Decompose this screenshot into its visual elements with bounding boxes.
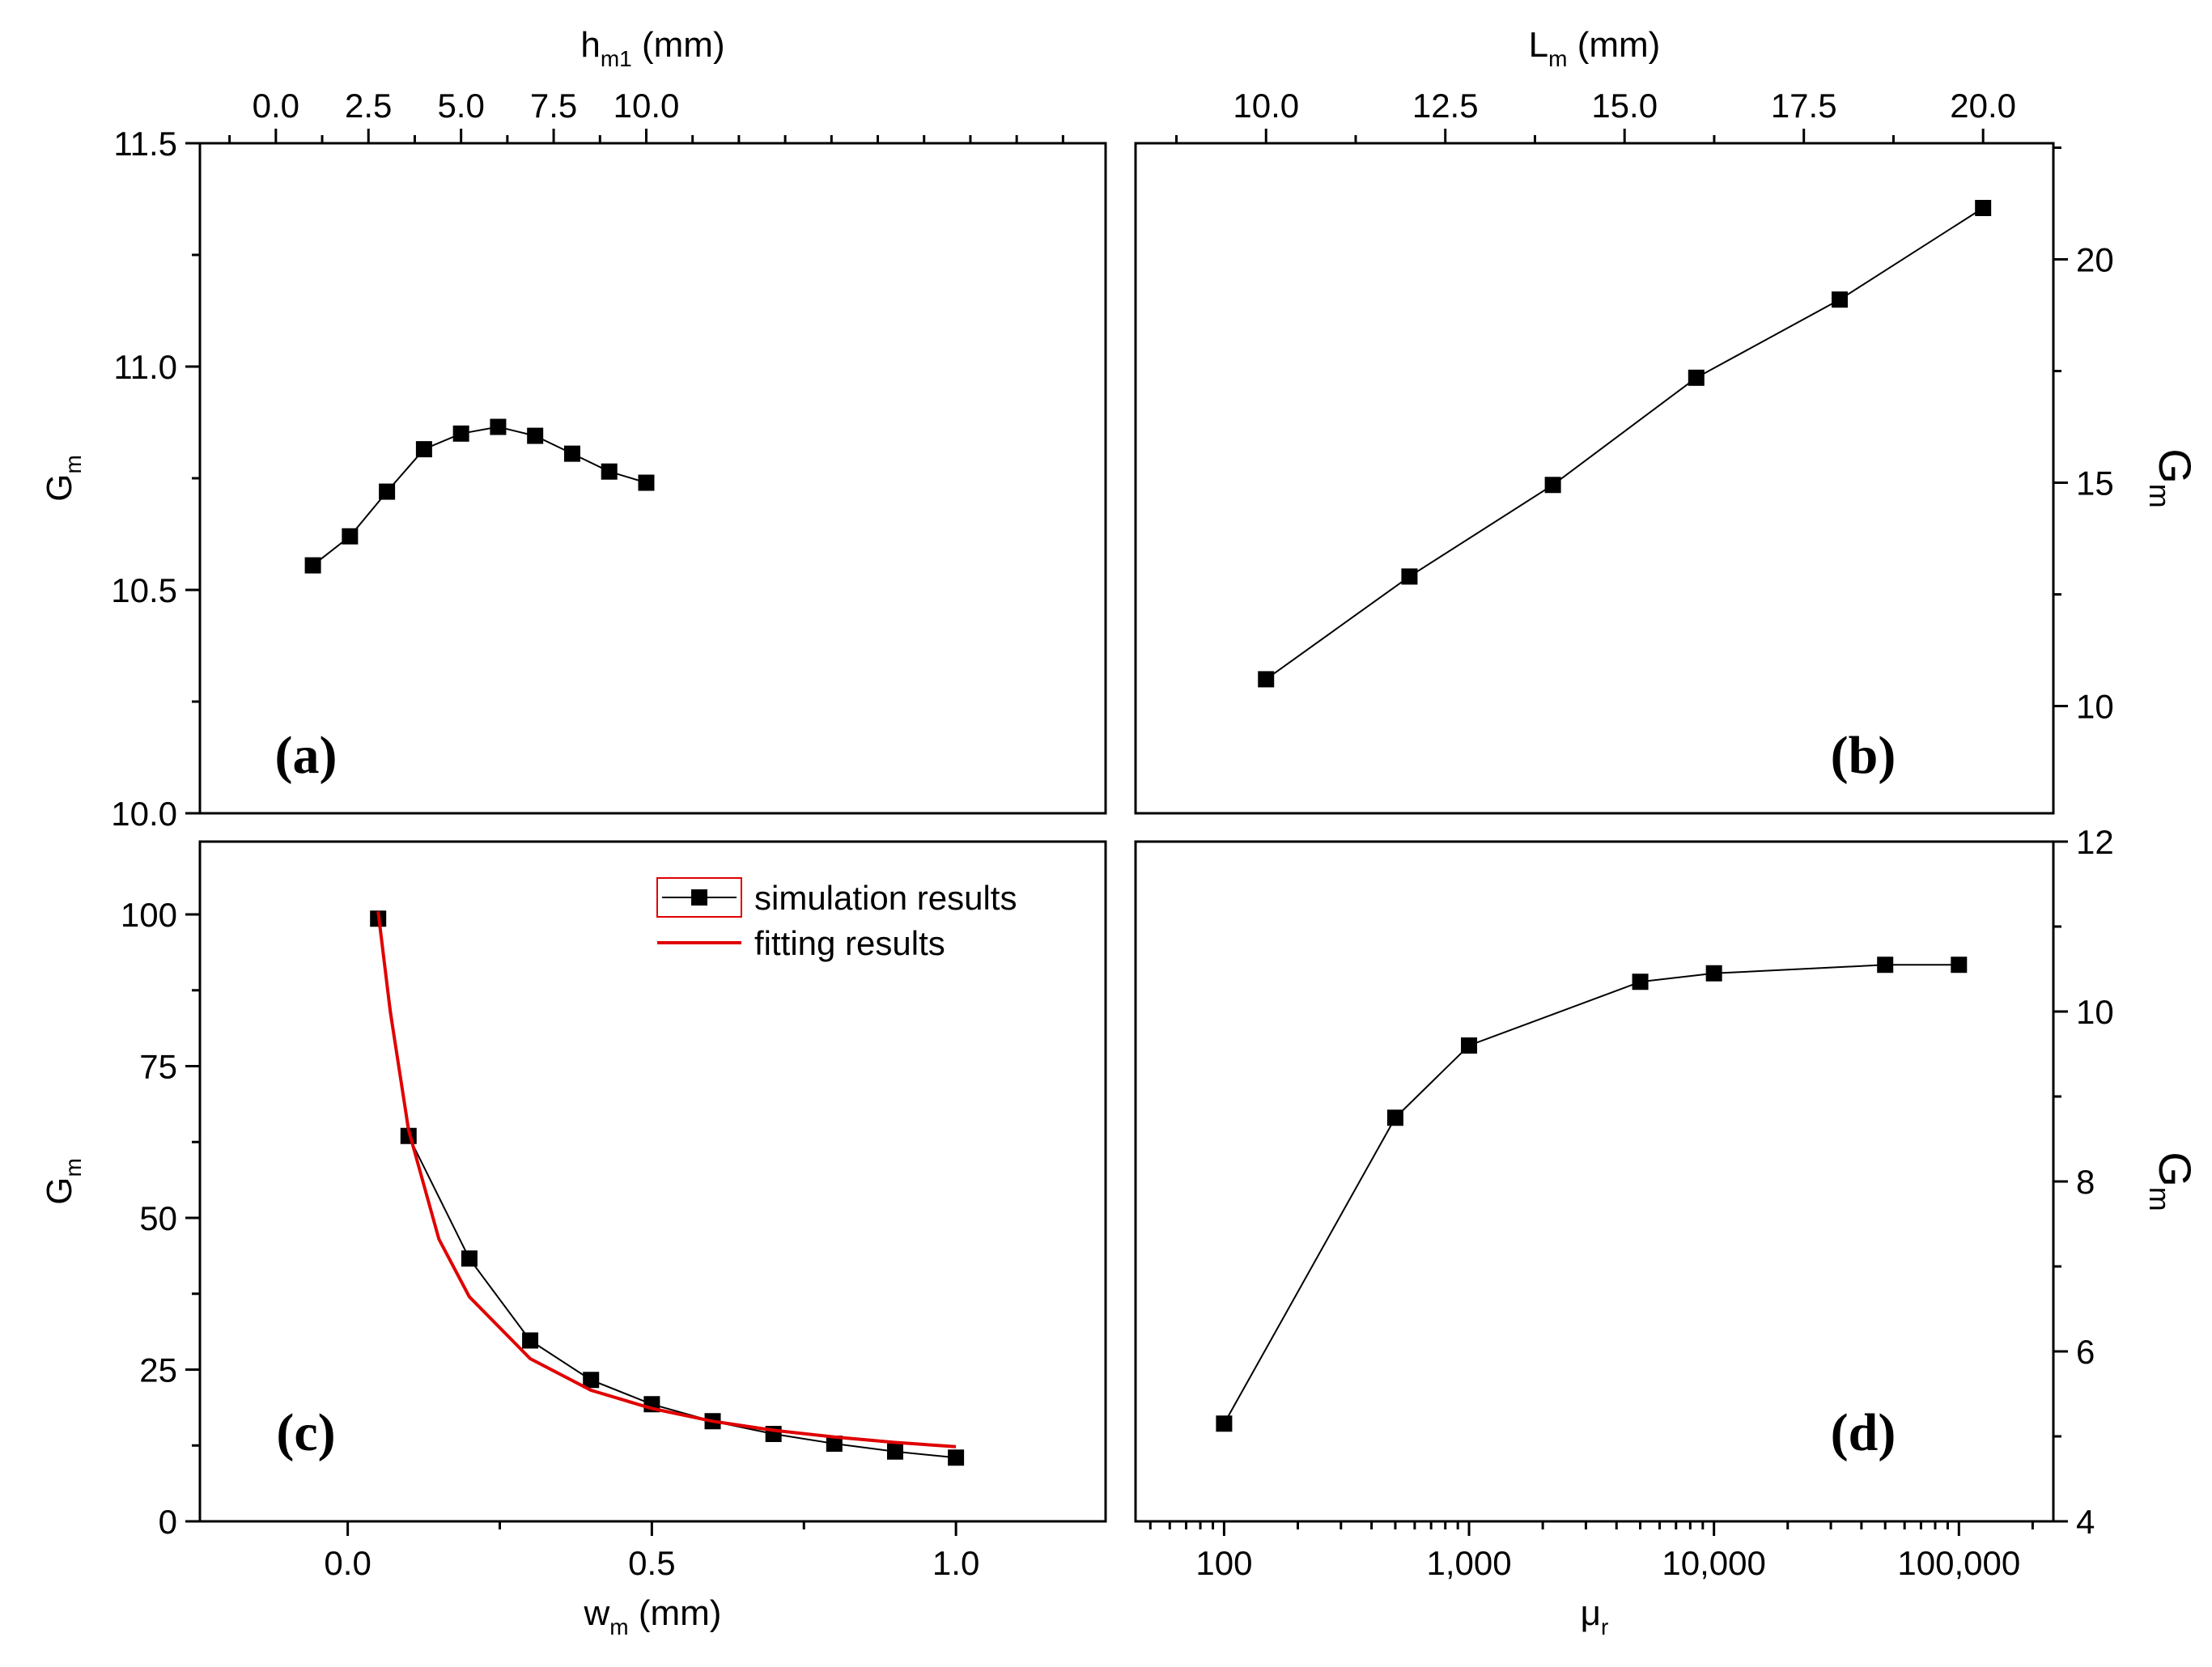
panel-label: (d) [1831,1403,1896,1462]
data-point-marker [1258,671,1275,688]
y-axis-title: Gm [2143,448,2201,508]
panel-label: (b) [1831,726,1896,785]
legend-label-fitting: fitting results [754,924,945,962]
data-point-marker [1975,200,1992,217]
y-tick-label: 25 [139,1351,177,1389]
panel-d: 100 1,000 10,000 100,000 4 6 8 10 12 μr Gm (d) [1134,823,2201,1639]
panel-b: 10.0 12.5 15.0 17.5 20.0 10 15 20 Lm (mm) Gm (b) [1134,25,2201,815]
x-tick-label: 0.5 [628,1544,675,1582]
y-tick-label: 0 [159,1503,177,1541]
y-tick-label: 12 [2076,823,2114,861]
panel-label: (c) [276,1403,335,1462]
x-tick-label: 12.5 [1412,87,1479,125]
y-tick-label: 50 [139,1199,177,1237]
data-point-marker [379,483,396,500]
x-tick-label: 10.0 [614,87,680,125]
y-tick-label: 75 [139,1048,177,1086]
x-tick-label: 1.0 [932,1544,979,1582]
x-tick-label: 10.0 [1233,87,1299,125]
fit-curve [376,911,957,1449]
x-tick-label: 0.0 [253,87,299,125]
series-line [1265,207,1984,681]
x-axis-title: μr [1581,1593,1609,1639]
panel-c: 0.0 0.5 1.0 0 25 50 75 100 wm (mm) Gm (c) simulatio… [40,840,1107,1639]
y-tick-label: 4 [2076,1503,2095,1541]
data-point-marker [304,557,321,574]
data-point-marker [1544,477,1561,494]
data-point-marker [886,1443,903,1460]
y-tick-label: 20 [2076,241,2114,279]
data-point-marker [527,427,544,444]
data-point-marker [1216,1415,1233,1432]
x-axis-title: Lm (mm) [1529,25,1661,71]
x-tick-label: 15.0 [1591,87,1658,125]
data-point-marker [490,418,507,435]
x-tick-label: 0.0 [324,1544,371,1582]
x-tick-label: 17.5 [1771,87,1837,125]
x-axis-title: wm (mm) [584,1593,722,1639]
series-line [312,426,647,566]
series-line [1223,964,1959,1424]
x-tick-label: 7.5 [530,87,577,125]
y-tick-label: 10.5 [111,571,177,609]
y-tick-label: 10.0 [111,795,177,833]
data-point-marker [342,528,359,545]
y-tick-label: 8 [2076,1163,2095,1201]
data-point-marker [948,1449,965,1466]
data-point-marker [826,1436,843,1452]
data-point-marker [583,1372,600,1389]
x-tick-label: 2.5 [345,87,392,125]
data-point-marker [1831,291,1848,308]
y-tick-label: 11.5 [113,125,177,163]
y-axis-title: Gm [2143,1152,2201,1211]
x-tick-label: 20.0 [1950,87,2016,125]
plot-frame-b [1134,142,2055,815]
y-axis-title: Gm [40,455,86,502]
x-tick-label: 5.0 [437,87,484,125]
x-axis-title: hm1 (mm) [580,25,724,71]
x-tick-label: 100,000 [1897,1544,2020,1582]
y-tick-label: 10 [2076,688,2114,726]
data-point-marker [1705,965,1722,982]
data-point-marker [638,474,655,491]
data-point-marker [1386,1109,1403,1126]
data-point-marker [1951,957,1968,973]
plot-frame-d [1134,840,2055,1523]
legend-marker-simulation [691,889,707,906]
series-line [377,918,957,1459]
x-tick-label: 1,000 [1426,1544,1511,1582]
data-point-marker [1632,973,1649,990]
panel-label: (a) [275,726,338,785]
y-tick-label: 100 [121,896,177,934]
y-tick-label: 10 [2076,993,2114,1031]
y-tick-label: 6 [2076,1333,2095,1371]
y-axis-title: Gm [40,1158,86,1205]
data-point-marker [1401,568,1418,585]
data-point-marker [452,425,469,442]
x-tick-label: 100 [1195,1544,1252,1582]
data-point-marker [601,463,618,480]
y-tick-label: 11.0 [113,348,177,386]
legend: simulation results fitting results [656,877,1017,962]
data-point-marker [1877,957,1894,973]
panel-a: 0.0 2.5 5.0 7.5 10.0 10.0 10.5 11.0 11.5 hm1 (mm)… [40,25,1107,833]
data-point-marker [522,1332,539,1349]
x-tick-label: 10,000 [1662,1544,1765,1582]
plot-frame-c [198,840,1107,1523]
data-point-marker [415,441,432,458]
legend-label-simulation: simulation results [754,879,1017,917]
data-point-marker [1688,369,1705,386]
data-point-marker [1461,1037,1478,1054]
y-tick-label: 15 [2076,464,2114,503]
data-point-marker [461,1250,478,1267]
data-point-marker [563,445,580,462]
legend-swatch-box [656,877,742,918]
